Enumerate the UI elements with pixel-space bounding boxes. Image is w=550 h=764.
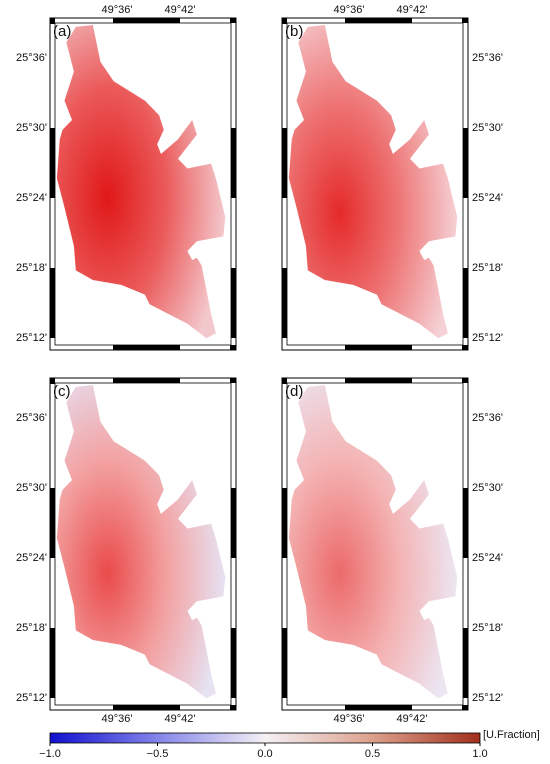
frame-segment	[113, 18, 180, 23]
frame-segment	[463, 268, 468, 338]
lon-label: 49°36'	[334, 713, 365, 725]
frame-segment	[462, 345, 468, 350]
panel-label: (c)	[53, 383, 71, 400]
lat-label: 25°12'	[16, 332, 47, 344]
lat-label: 25°30'	[16, 482, 47, 494]
frame-segment	[231, 268, 236, 338]
lat-label: 25°30'	[16, 122, 47, 134]
frame-segment	[50, 18, 55, 24]
frame-segment	[462, 705, 468, 710]
lat-label: 25°24'	[16, 192, 47, 204]
map-panel: (a)	[49, 17, 237, 351]
frame-segment	[230, 705, 236, 710]
frame-segment	[50, 488, 55, 558]
frame-segment	[113, 345, 180, 350]
frame-segment	[282, 18, 287, 24]
frame-segment	[50, 628, 55, 698]
lon-label: 49°42'	[397, 4, 428, 16]
frame-segment	[231, 628, 236, 698]
frame-inner	[286, 22, 464, 346]
lat-label: 25°24'	[472, 552, 503, 564]
lat-label: 25°12'	[472, 692, 503, 704]
panel-label: (b)	[285, 23, 303, 40]
lat-label: 25°24'	[16, 552, 47, 564]
lat-label: 25°12'	[472, 332, 503, 344]
frame-inner	[286, 382, 464, 706]
lon-label: 49°42'	[397, 713, 428, 725]
lon-label: 49°36'	[102, 713, 133, 725]
lon-label: 49°42'	[165, 4, 196, 16]
frame-segment	[462, 378, 468, 383]
lat-label: 25°18'	[16, 262, 47, 274]
frame-segment	[50, 128, 55, 198]
frame-segment	[50, 268, 55, 338]
frame-segment	[282, 128, 287, 198]
lat-label: 25°12'	[16, 692, 47, 704]
panel-label: (d)	[285, 383, 303, 400]
frame-inner	[54, 382, 232, 706]
frame-segment	[463, 488, 468, 558]
colorbar-tick-label: 0.5	[365, 748, 380, 760]
lon-label: 49°42'	[165, 713, 196, 725]
colorbar-tick-label: −0.5	[147, 748, 169, 760]
frame-segment	[113, 705, 180, 710]
frame-segment	[345, 18, 412, 23]
frame-segment	[113, 378, 180, 383]
frame-segment	[282, 378, 287, 384]
colorbar-tick-label: 0.0	[257, 748, 272, 760]
lat-label: 25°18'	[472, 622, 503, 634]
frame-segment	[230, 378, 236, 383]
lat-label: 25°24'	[472, 192, 503, 204]
panel-label: (a)	[53, 23, 71, 40]
frame-segment	[463, 628, 468, 698]
frame-segment	[230, 345, 236, 350]
map-panel: (b)	[281, 17, 469, 351]
frame-segment	[462, 18, 468, 23]
colorbar-tick-label: −1.0	[39, 748, 61, 760]
lat-label: 25°30'	[472, 482, 503, 494]
frame-segment	[230, 18, 236, 23]
lat-label: 25°18'	[16, 622, 47, 634]
frame-segment	[345, 705, 412, 710]
map-panel: (d)	[281, 377, 469, 711]
lat-label: 25°36'	[472, 52, 503, 64]
frame-segment	[345, 378, 412, 383]
colorbar	[49, 732, 481, 744]
colorbar-unit: [U.Fraction]	[483, 729, 540, 741]
lon-label: 49°36'	[334, 4, 365, 16]
frame-segment	[345, 345, 412, 350]
lat-label: 25°36'	[16, 52, 47, 64]
lat-label: 25°36'	[16, 412, 47, 424]
frame-segment	[50, 378, 55, 384]
frame-inner	[54, 22, 232, 346]
frame-segment	[282, 628, 287, 698]
map-panel: (c)	[49, 377, 237, 711]
frame-segment	[463, 128, 468, 198]
lat-label: 25°18'	[472, 262, 503, 274]
frame-segment	[282, 268, 287, 338]
colorbar-tick-label: 1.0	[472, 748, 487, 760]
lat-label: 25°30'	[472, 122, 503, 134]
lat-label: 25°36'	[472, 412, 503, 424]
frame-segment	[282, 488, 287, 558]
lon-label: 49°36'	[102, 4, 133, 16]
frame-segment	[231, 128, 236, 198]
frame-segment	[231, 488, 236, 558]
